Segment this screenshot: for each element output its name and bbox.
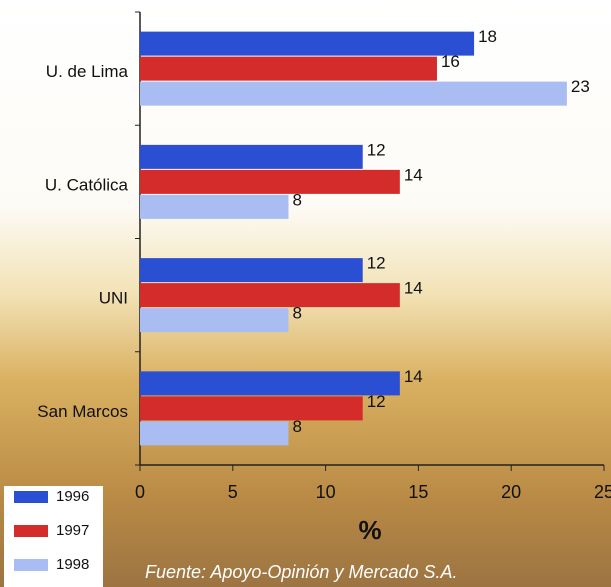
bar <box>140 308 289 333</box>
x-tick-label: 10 <box>316 482 336 502</box>
legend-swatch <box>14 491 48 503</box>
data-label: 14 <box>404 165 423 184</box>
data-label: 16 <box>441 52 460 71</box>
data-label: 14 <box>404 279 423 298</box>
legend-swatch <box>14 525 48 537</box>
x-tick-label: 5 <box>228 482 238 502</box>
x-axis-title: % <box>358 515 381 545</box>
x-tick-label: 25 <box>594 482 611 502</box>
legend-label: 1997 <box>56 522 89 539</box>
legend-swatch <box>14 559 48 571</box>
data-label: 8 <box>292 417 301 436</box>
bar <box>140 194 289 219</box>
y-tick-label: U. Católica <box>45 175 129 194</box>
bar <box>140 283 400 308</box>
data-label: 14 <box>404 367 423 386</box>
data-label: 12 <box>367 140 386 159</box>
x-tick-label: 15 <box>408 482 428 502</box>
data-label: 18 <box>478 27 497 46</box>
bar <box>140 258 363 283</box>
legend-label: 1996 <box>56 488 89 505</box>
data-label: 8 <box>292 190 301 209</box>
y-tick-label: San Marcos <box>37 402 128 421</box>
bar <box>140 56 437 81</box>
legend-label: 1998 <box>56 556 89 573</box>
bar <box>140 371 400 396</box>
bar <box>140 421 289 446</box>
x-tick-label: 0 <box>135 482 145 502</box>
bar <box>140 169 400 194</box>
source-note: Fuente: Apoyo-Opinión y Mercado S.A. <box>145 562 458 582</box>
bar <box>140 144 363 169</box>
data-label: 8 <box>292 304 301 323</box>
bar <box>140 31 475 56</box>
bar <box>140 396 363 421</box>
y-tick-label: UNI <box>99 289 128 308</box>
bar <box>140 81 567 106</box>
y-tick-label: U. de Lima <box>46 62 129 81</box>
data-label: 23 <box>571 77 590 96</box>
data-label: 12 <box>367 392 386 411</box>
data-label: 12 <box>367 254 386 273</box>
x-tick-label: 20 <box>501 482 521 502</box>
